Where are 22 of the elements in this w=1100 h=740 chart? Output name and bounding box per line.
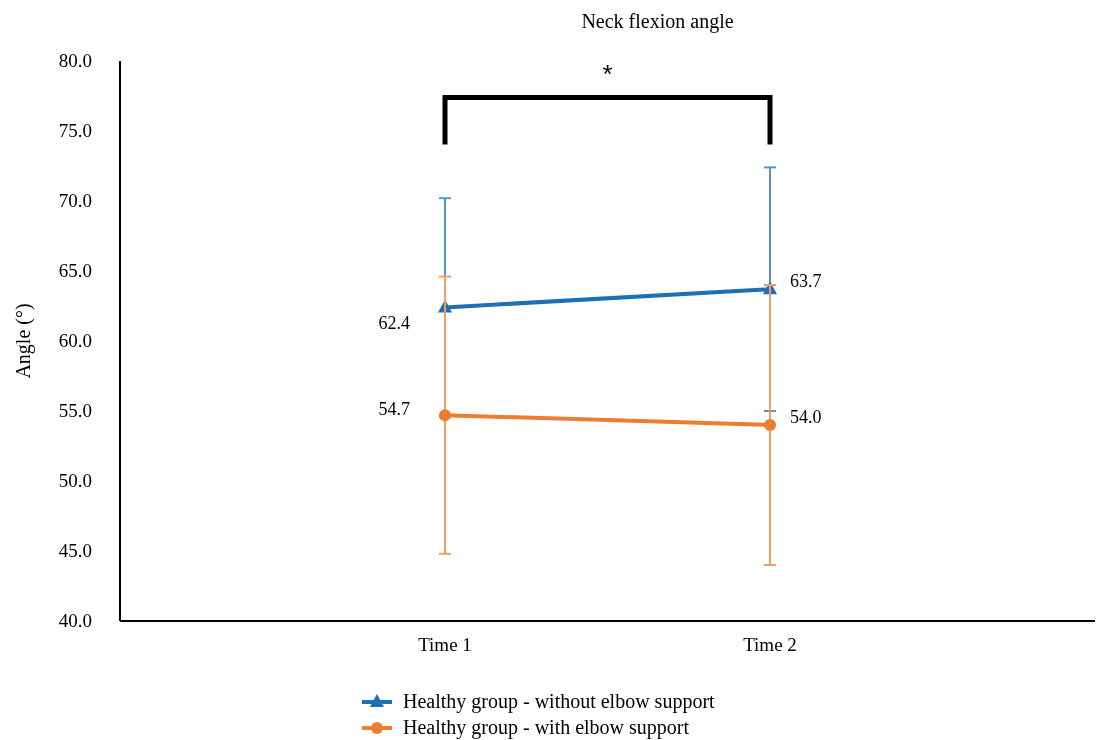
y-tick-label: 60.0 (58, 330, 92, 351)
data-label: 54.0 (790, 407, 822, 427)
annotation: * (602, 59, 613, 90)
point (764, 419, 776, 431)
y-tick-label: 50.0 (58, 470, 92, 491)
x-tick-label: Time 1 (418, 634, 472, 655)
chart-title: Neck flexion angle (581, 10, 734, 33)
y-tick-label: 65.0 (58, 260, 92, 281)
data-label: 54.7 (378, 399, 410, 420)
y-tick-label: 80.0 (58, 50, 92, 71)
data-label: 62.4 (378, 313, 410, 334)
y-tick-label: 40.0 (58, 610, 92, 631)
data-label: 63.7 (790, 271, 822, 292)
y-tick-label: 70.0 (58, 190, 92, 211)
x-tick-label: Time 2 (743, 634, 797, 655)
y-tick-label: 55.0 (58, 400, 92, 421)
y-axis-title: Angle (°) (12, 303, 35, 379)
point (439, 409, 451, 422)
legend-label: Healthy group - with elbow support (403, 716, 690, 739)
y-tick-label: 45.0 (58, 540, 92, 561)
legend-label: Healthy group - without elbow support (403, 690, 716, 713)
y-tick-label: 75.0 (58, 120, 92, 141)
